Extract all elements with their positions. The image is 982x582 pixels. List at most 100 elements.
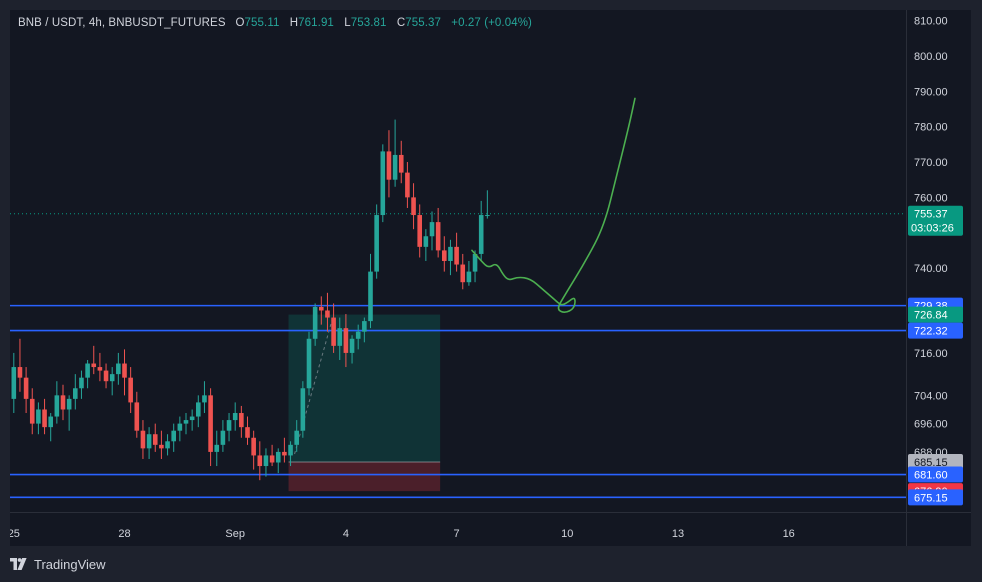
candle[interactable]: [435, 207, 441, 258]
candle[interactable]: [103, 363, 109, 389]
candle[interactable]: [177, 416, 183, 442]
candle[interactable]: [122, 349, 127, 396]
candle[interactable]: [97, 352, 103, 382]
candle[interactable]: [448, 239, 453, 276]
candle[interactable]: [485, 190, 490, 219]
candle[interactable]: [220, 420, 226, 452]
candle[interactable]: [355, 324, 361, 350]
price-label[interactable]: 726.84: [908, 306, 963, 323]
price-label[interactable]: 722.32: [908, 322, 963, 339]
forecast-drawing[interactable]: [471, 97, 636, 313]
price-tick-label: 790.00: [914, 86, 948, 98]
chart-panel[interactable]: 810.00 800.00 790.00 780.00 770.00 760.00 740.…: [10, 10, 971, 546]
candle[interactable]: [189, 409, 195, 431]
candle[interactable]: [17, 338, 23, 392]
candle-body: [325, 310, 330, 318]
plot-area[interactable]: [10, 97, 906, 499]
chart-svg[interactable]: 810.00 800.00 790.00 780.00 770.00 760.00 740.…: [10, 10, 971, 546]
candle[interactable]: [165, 434, 170, 456]
candle[interactable]: [275, 448, 281, 474]
candle[interactable]: [232, 402, 238, 431]
candle[interactable]: [29, 388, 35, 435]
tradingview-logo-icon[interactable]: [10, 558, 28, 570]
candle[interactable]: [460, 253, 466, 290]
candle[interactable]: [73, 374, 78, 410]
candle[interactable]: [269, 444, 275, 467]
candle[interactable]: [109, 367, 115, 396]
candle[interactable]: [331, 303, 336, 353]
candle[interactable]: [202, 381, 207, 414]
candle[interactable]: [282, 437, 287, 463]
candle[interactable]: [239, 405, 244, 438]
candle[interactable]: [159, 430, 164, 459]
candle-body: [109, 374, 115, 382]
candle[interactable]: [60, 384, 66, 421]
candle[interactable]: [411, 183, 416, 230]
candle[interactable]: [245, 416, 250, 445]
candle[interactable]: [325, 292, 330, 332]
candle[interactable]: [472, 250, 478, 283]
candle[interactable]: [140, 420, 146, 459]
candle[interactable]: [319, 296, 324, 325]
candle[interactable]: [257, 441, 263, 481]
candle[interactable]: [398, 140, 404, 184]
candle-body: [257, 455, 263, 467]
candle[interactable]: [214, 430, 220, 467]
candle[interactable]: [11, 352, 17, 414]
candle[interactable]: [66, 395, 72, 431]
candle[interactable]: [116, 352, 121, 385]
candle[interactable]: [48, 413, 53, 442]
candle[interactable]: [405, 162, 410, 208]
candle[interactable]: [386, 130, 392, 198]
candle[interactable]: [54, 381, 60, 424]
candle[interactable]: [42, 398, 47, 435]
candle-body: [189, 416, 195, 421]
candle[interactable]: [368, 253, 373, 329]
candle[interactable]: [306, 331, 312, 396]
candle[interactable]: [152, 423, 158, 452]
price-label[interactable]: 755.37 03:03:26: [908, 205, 963, 236]
candle[interactable]: [312, 303, 318, 346]
candle[interactable]: [374, 204, 379, 279]
candle[interactable]: [183, 413, 189, 435]
candle[interactable]: [288, 441, 293, 467]
candle[interactable]: [294, 420, 299, 452]
candle[interactable]: [91, 345, 97, 375]
candle[interactable]: [466, 261, 472, 286]
candle[interactable]: [423, 229, 429, 261]
candle[interactable]: [146, 427, 152, 459]
candle[interactable]: [337, 317, 343, 360]
candle[interactable]: [208, 388, 213, 467]
time-axis[interactable]: 25 28 Sep 4 7 10 13 16: [10, 528, 795, 540]
candle[interactable]: [300, 381, 306, 438]
candle[interactable]: [226, 413, 232, 442]
candle[interactable]: [79, 370, 84, 399]
candle[interactable]: [196, 395, 201, 428]
candle[interactable]: [362, 317, 367, 343]
candle[interactable]: [134, 391, 140, 438]
candle[interactable]: [417, 204, 422, 258]
position-dashed-line: [294, 314, 335, 455]
candle[interactable]: [343, 314, 349, 368]
candle[interactable]: [442, 236, 447, 272]
candle-body: [122, 363, 127, 378]
candle[interactable]: [23, 367, 29, 414]
price-label[interactable]: 675.15: [908, 489, 963, 506]
candle[interactable]: [392, 119, 398, 187]
candle[interactable]: [478, 200, 484, 261]
candle[interactable]: [85, 359, 90, 389]
position-loss-zone[interactable]: [288, 461, 441, 492]
price-label[interactable]: 681.60: [908, 466, 963, 483]
candle[interactable]: [36, 402, 41, 435]
candle[interactable]: [171, 423, 176, 452]
price-axis[interactable]: 810.00 800.00 790.00 780.00 770.00 760.00 740.…: [914, 16, 948, 459]
price-label[interactable]: 685.15: [908, 453, 963, 470]
candle[interactable]: [263, 448, 269, 477]
candle[interactable]: [349, 335, 355, 364]
candle[interactable]: [429, 211, 435, 251]
candle[interactable]: [128, 367, 133, 414]
candle[interactable]: [251, 430, 256, 470]
candle[interactable]: [454, 232, 459, 272]
tradingview-brand[interactable]: TradingView: [34, 556, 106, 572]
candle[interactable]: [380, 144, 386, 223]
